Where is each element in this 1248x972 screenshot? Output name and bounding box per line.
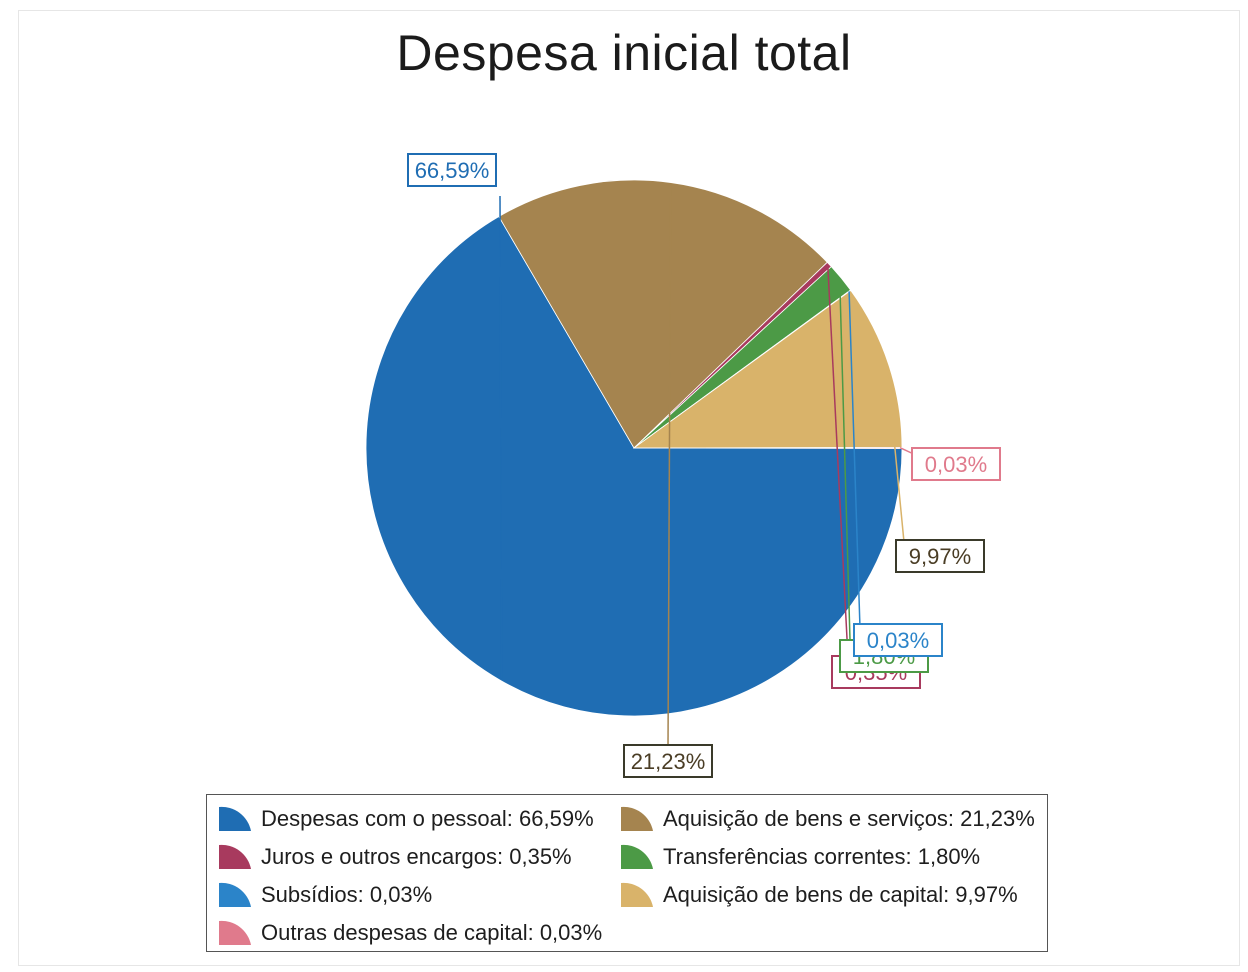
legend-swatch-icon <box>621 882 653 907</box>
pie-slice-2 <box>498 179 828 449</box>
pie-slice-7 <box>633 447 903 449</box>
chart-legend: Despesas com o pessoal: 66,59% Juros e ou… <box>206 794 1048 952</box>
legend-label: Juros e outros encargos: 0,35% <box>261 844 572 869</box>
legend-item: Aquisição de bens e serviços: 21,23% <box>619 805 1035 833</box>
legend-item: Subsídios: 0,03% <box>217 881 432 909</box>
leader-line-4 <box>838 279 851 641</box>
leader-line-5 <box>848 291 861 629</box>
chart-title: Despesa inicial total <box>396 25 852 81</box>
data-label-5: 0,03% <box>853 623 943 657</box>
data-label-2: 21,23% <box>623 744 713 778</box>
legend-label: Subsídios: 0,03% <box>261 882 433 907</box>
legend-swatch-icon <box>621 806 653 831</box>
leader-line-3 <box>827 265 849 659</box>
legend-swatch-icon <box>621 844 653 869</box>
leader-line-1 <box>499 195 503 679</box>
legend-swatch-icon <box>219 844 251 869</box>
data-label-1: 66,59% <box>407 153 497 187</box>
legend-swatch-icon <box>219 920 251 945</box>
svg-text:0,03%: 0,03% <box>867 628 929 653</box>
legend-label: Despesas com o pessoal: 66,59% <box>261 806 594 831</box>
data-label-7: 0,03% <box>911 447 1001 481</box>
leader-line-2 <box>667 184 672 749</box>
svg-text:0,03%: 0,03% <box>925 452 987 477</box>
svg-text:21,23%: 21,23% <box>631 749 706 774</box>
legend-item: Transferências correntes: 1,80% <box>619 843 980 871</box>
legend-label: Aquisição de bens de capital: 9,97% <box>663 882 1018 907</box>
legend-item: Juros e outros encargos: 0,35% <box>217 843 572 871</box>
svg-text:66,59%: 66,59% <box>415 158 490 183</box>
legend-label: Aquisição de bens e serviços: 21,23% <box>663 806 1035 831</box>
data-label-6: 9,97% <box>895 539 985 573</box>
svg-text:9,97%: 9,97% <box>909 544 971 569</box>
legend-label: Transferências correntes: 1,80% <box>663 844 981 869</box>
legend-item: Outras despesas de capital: 0,03% <box>217 919 602 947</box>
legend-item: Aquisição de bens de capital: 9,97% <box>619 881 1018 909</box>
legend-label: Outras despesas de capital: 0,03% <box>261 920 603 945</box>
legend-swatch-icon <box>219 882 251 907</box>
legend-item: Despesas com o pessoal: 66,59% <box>217 805 594 833</box>
leader-line-6 <box>886 365 905 543</box>
legend-swatch-icon <box>219 806 251 831</box>
